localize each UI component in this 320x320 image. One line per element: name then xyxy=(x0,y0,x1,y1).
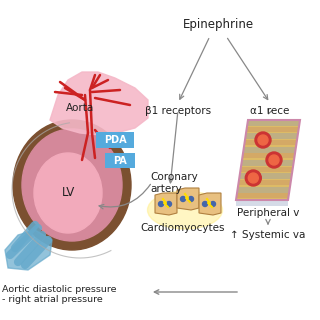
Text: α1 rece: α1 rece xyxy=(250,106,290,116)
Ellipse shape xyxy=(13,120,131,250)
Polygon shape xyxy=(177,188,199,210)
Circle shape xyxy=(269,155,279,165)
Circle shape xyxy=(188,196,194,202)
Circle shape xyxy=(166,202,172,206)
Polygon shape xyxy=(248,120,300,126)
Text: Aortic diastolic pressure: Aortic diastolic pressure xyxy=(2,285,116,294)
Polygon shape xyxy=(245,140,297,145)
Circle shape xyxy=(180,196,186,202)
Circle shape xyxy=(258,135,268,145)
Ellipse shape xyxy=(34,153,102,233)
Circle shape xyxy=(203,202,207,206)
Polygon shape xyxy=(239,180,291,185)
Polygon shape xyxy=(199,193,221,215)
Ellipse shape xyxy=(22,129,122,241)
Ellipse shape xyxy=(148,191,222,229)
Circle shape xyxy=(211,202,215,206)
Polygon shape xyxy=(247,127,299,132)
Circle shape xyxy=(245,170,261,186)
Polygon shape xyxy=(241,167,293,172)
Polygon shape xyxy=(5,230,52,270)
Polygon shape xyxy=(50,72,148,135)
FancyBboxPatch shape xyxy=(96,132,134,148)
Polygon shape xyxy=(243,153,295,158)
Text: PDA: PDA xyxy=(104,135,126,145)
Text: PA: PA xyxy=(113,156,127,166)
Polygon shape xyxy=(236,200,288,206)
Circle shape xyxy=(255,132,271,148)
Polygon shape xyxy=(244,147,296,153)
Circle shape xyxy=(248,173,258,183)
Text: β1 receptors: β1 receptors xyxy=(145,106,211,116)
Text: LV: LV xyxy=(61,187,75,199)
Text: Cardiomyocytes: Cardiomyocytes xyxy=(141,223,225,233)
Polygon shape xyxy=(246,133,298,139)
Polygon shape xyxy=(236,120,300,200)
Polygon shape xyxy=(155,193,177,215)
Circle shape xyxy=(266,152,282,168)
Circle shape xyxy=(158,202,164,206)
Polygon shape xyxy=(242,160,294,166)
Polygon shape xyxy=(238,187,290,193)
Text: Aorta: Aorta xyxy=(66,103,94,113)
Polygon shape xyxy=(240,173,292,179)
Polygon shape xyxy=(237,193,289,198)
Text: Coronary
artery: Coronary artery xyxy=(150,172,198,194)
Text: ↑ Systemic va: ↑ Systemic va xyxy=(230,230,306,240)
Text: - right atrial pressure: - right atrial pressure xyxy=(2,295,103,304)
Text: Peripheral v: Peripheral v xyxy=(237,208,299,218)
FancyBboxPatch shape xyxy=(105,153,135,168)
Text: Epinephrine: Epinephrine xyxy=(182,18,253,31)
